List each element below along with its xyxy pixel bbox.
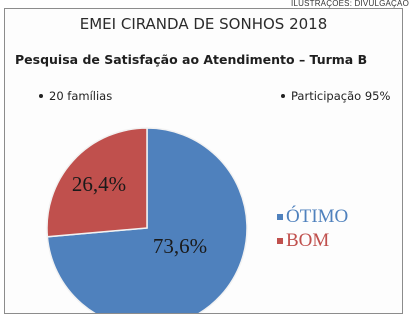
participation-note-text: Participação 95% (291, 89, 391, 103)
legend-item-otimo: ÓTIMO (277, 205, 348, 229)
pie-data-label-1: 26,4% (72, 172, 126, 196)
chart-legend: ÓTIMO BOM (277, 205, 348, 253)
pie-slice-1 (46, 127, 148, 238)
legend-label-otimo: ÓTIMO (286, 206, 349, 227)
chart-subtitle: Pesquisa de Satisfação ao Atendimento – … (15, 52, 368, 67)
bullet-icon (39, 93, 43, 98)
legend-item-bom: BOM (277, 229, 348, 253)
legend-swatch-bom (277, 238, 283, 244)
families-note-text: 20 famílias (49, 89, 113, 103)
pie-data-label-0: 73,6% (153, 234, 207, 258)
families-note: 20 famílias (39, 89, 112, 103)
image-credit: ILUSTRAÇÕES: DIVULGAÇÃO (291, 0, 409, 8)
legend-swatch-otimo (277, 214, 283, 220)
participation-note: Participação 95% (281, 89, 390, 103)
bullet-icon (281, 93, 285, 98)
pie-chart: 73,6% 26,4% (46, 127, 248, 313)
legend-label-bom: BOM (286, 230, 330, 251)
chart-title: EMEI CIRANDA DE SONHOS 2018 (79, 15, 328, 33)
chart-panel: EMEI CIRANDA DE SONHOS 2018 Pesquisa de … (4, 8, 403, 314)
